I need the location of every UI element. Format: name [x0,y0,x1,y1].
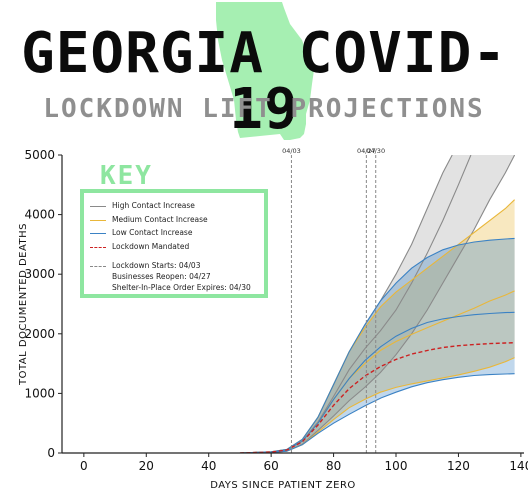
legend-swatch [90,206,106,207]
event-line-label: 04/03 [282,147,301,155]
y-tick-label: 1000 [24,386,55,400]
x-tick-label: 80 [326,459,341,473]
y-tick-label: 4000 [24,208,55,222]
georgia-state-shape-icon [216,2,314,140]
key-title: KEY [100,161,153,191]
y-axis-label: TOTAL DOCUMENTED DEATHS [18,223,29,386]
event-line-label: 04/30 [366,147,385,155]
series-line-lockdown-mandated-mid [239,342,515,453]
lines-layer [239,155,516,453]
x-axis-label: DAYS SINCE PATIENT ZERO [210,480,356,491]
band-medium-contact-increase [239,199,515,453]
series-line-low-contact-increase-lower [239,373,515,453]
x-tick-label: 0 [80,459,88,473]
legend-swatch [90,266,106,267]
page-subtitle: LOCKDOWN LIFT PROJECTIONS [43,94,485,124]
page-title: GEORGIA COVID-19 [20,21,507,142]
bands-layer [239,155,515,453]
band-low-contact-increase [239,238,515,453]
legend-swatch [90,219,106,221]
legend-event-label: Businesses Reopen: 04/27 [112,272,211,281]
x-tick-label: 60 [264,459,279,473]
y-tick-label: 3000 [24,267,55,281]
legend-label: High Contact Increase [112,201,195,210]
x-tick-label: 40 [201,459,216,473]
band-high-contact-increase [239,155,515,453]
legend-label: Medium Contact Increase [112,214,208,224]
y-tick-label: 5000 [24,148,55,162]
legend-label: Lockdown Mandated [112,241,190,251]
legend-event-label: Lockdown Starts: 04/03 [112,261,201,270]
legend-event-label: Shelter-In-Place Order Expires: 04/30 [112,283,251,292]
x-tick-label: 100 [385,459,408,473]
header: GEORGIA COVID-19 LOCKDOWN LIFT PROJECTIO… [0,0,528,150]
x-tick-label: 20 [139,459,154,473]
legend-label: Low Contact Increase [112,228,193,237]
axes-layer: 0 20 40 60 80 100 120 140 0 1000 2000 3000 4000 5000 D… [18,148,528,491]
legend-swatch [90,246,106,248]
x-tick-label: 120 [447,459,470,473]
event-line-label: 04/27 [357,147,376,155]
legend-box [80,189,268,298]
legend-swatch [90,233,106,234]
y-tick-label: 0 [47,446,55,460]
series-line-low-contact-increase-upper [239,237,515,453]
georgia-state-path [216,2,314,140]
x-tick-label: 140 [509,459,528,473]
y-tick-label: 2000 [24,327,55,341]
